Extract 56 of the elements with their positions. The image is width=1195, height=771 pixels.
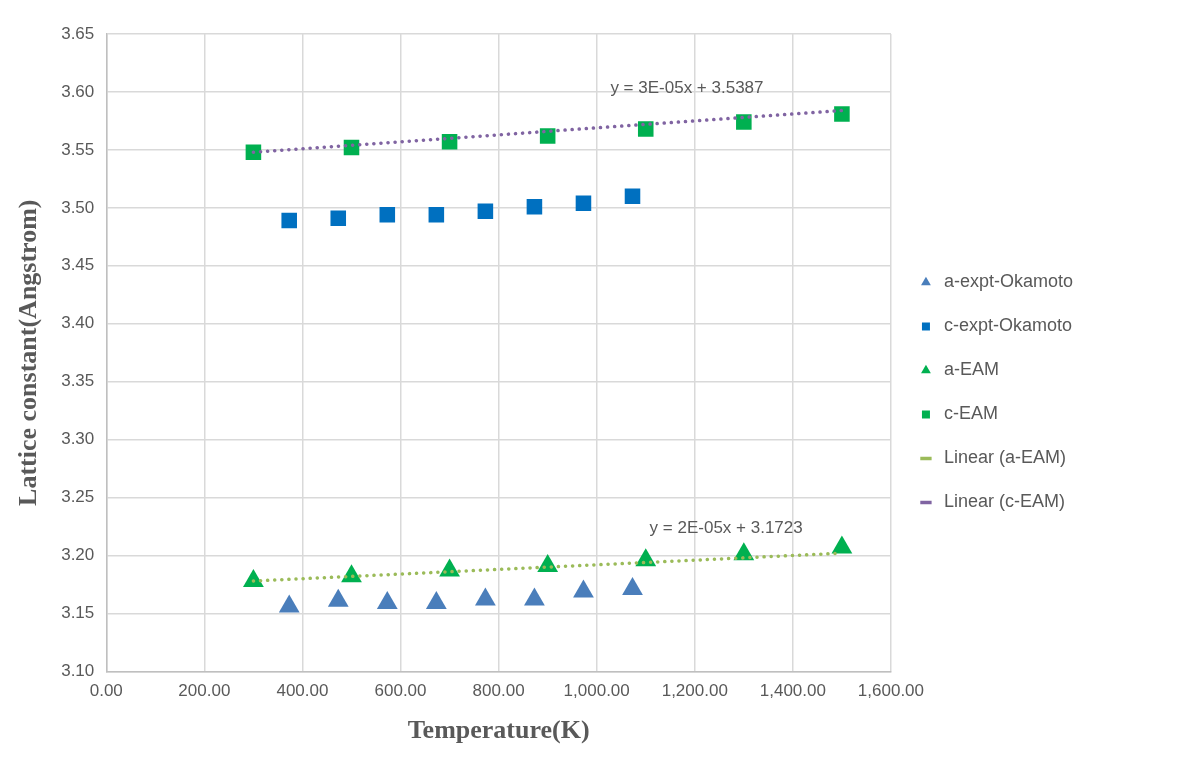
point [281,212,297,229]
x-tick-label: 200.00 [178,681,231,701]
y-tick-label: 3.55 [61,139,95,159]
y-tick-label: 3.60 [61,81,95,101]
y-tick-label: 3.10 [61,661,95,681]
legend-label: Linear (a-EAM) [943,447,1138,468]
legend-label: c-expt-Okamoto [943,315,1144,336]
point [831,535,853,554]
x-tick-label: 0.00 [89,681,123,701]
point [425,591,447,610]
point [526,198,543,215]
x-tick-label: 400.00 [276,681,329,701]
x-tick-label: 1,000.00 [563,681,630,701]
point [624,188,641,205]
legend-label: Linear (c-EAM) [943,491,1137,512]
x-axis-title: Temperature(K) [407,715,590,745]
point [474,587,496,606]
y-tick-label: 3.35 [61,371,95,391]
y-tick-label: 3.65 [61,23,95,43]
point [243,569,264,588]
x-tick-label: 800.00 [472,681,525,701]
annotation: y = 2E-05x + 3.1723 [649,517,803,537]
annotation: y = 3E-05x + 3.5387 [610,77,764,97]
point [327,588,349,607]
point [524,587,545,606]
point [575,195,592,211]
point [441,134,458,150]
point [278,594,300,613]
y-tick-label: 3.45 [61,255,95,275]
point [537,553,559,572]
y-tick-label: 3.15 [61,603,95,623]
y-tick-label: 3.50 [61,197,95,217]
y-tick-label: 3.30 [61,429,95,449]
point [736,114,752,130]
point [637,121,654,137]
legend-label: a-EAM [943,359,1071,380]
point [622,577,643,596]
point [428,207,445,223]
point [539,128,556,144]
y-axis-title: Lattice constant(Angstrom) [13,199,43,506]
x-tick-label: 1,600.00 [857,681,925,701]
y-tick-label: 3.20 [61,545,95,565]
point [330,210,347,227]
x-tick-label: 600.00 [374,681,427,701]
point [376,591,398,610]
y-tick-label: 3.40 [61,313,95,333]
point [379,207,396,223]
point [245,144,262,160]
x-tick-label: 1,200.00 [661,681,728,701]
legend-label: c-EAM [943,403,1070,424]
point [573,579,594,598]
point [834,106,850,122]
x-tick-label: 1,400.00 [759,681,826,701]
point [477,203,494,220]
y-tick-label: 3.25 [61,487,95,507]
legend-label: a-expt-Okamoto [943,271,1146,292]
